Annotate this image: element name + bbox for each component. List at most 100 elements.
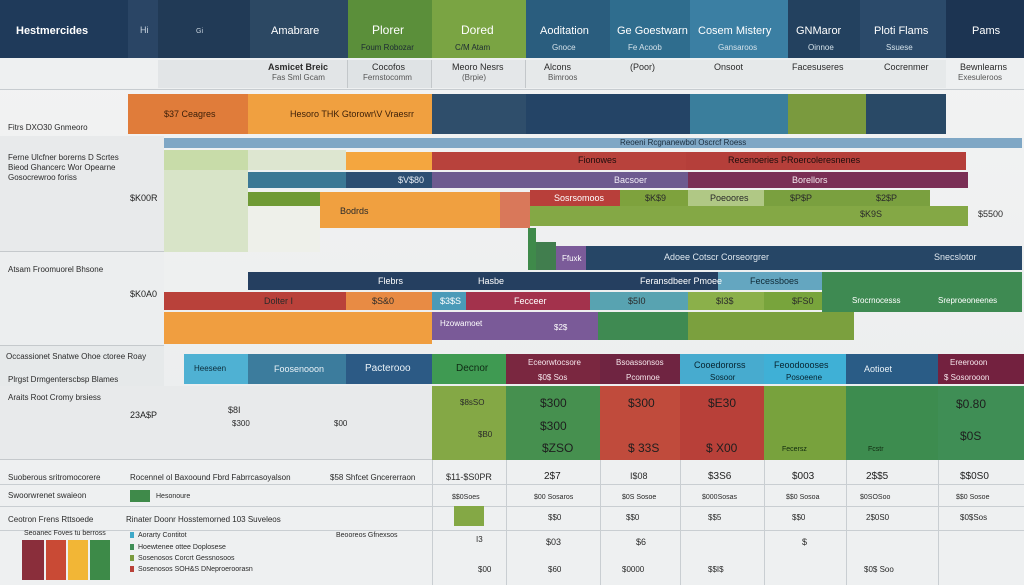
block-olive[interactable] <box>432 386 506 460</box>
band-olive-3[interactable] <box>620 190 688 206</box>
band-red-5[interactable] <box>164 292 346 310</box>
band-orange-1[interactable] <box>128 94 248 134</box>
left-value-3: 23A$P <box>130 410 158 420</box>
band-olive-7[interactable] <box>688 292 764 310</box>
header-title-10: Pams <box>972 25 1001 37</box>
band-green-a <box>248 206 320 252</box>
header-sub-7: Gansaroos <box>718 43 758 52</box>
band-label-1: $37 Ceagres <box>164 109 216 119</box>
cell-w26: $60 <box>548 565 562 574</box>
block-green-2[interactable] <box>846 386 938 460</box>
legend-label-4: Sosenosos SOH&S DNeproeroorasn <box>138 566 253 573</box>
band-olive-6[interactable] <box>530 206 968 226</box>
band-teal[interactable] <box>690 94 788 134</box>
header-cell-5[interactable] <box>432 0 526 58</box>
cell-w12: $3S6 <box>708 471 732 482</box>
cell-w25: $00 <box>478 565 492 574</box>
band-orange-5[interactable] <box>346 292 432 310</box>
cat-cyan-2[interactable] <box>680 354 764 384</box>
cat-label-10: Ereerooon <box>950 358 988 367</box>
header-cell-8[interactable] <box>690 0 788 58</box>
block-green-3[interactable] <box>938 386 1024 460</box>
band-navy-2[interactable] <box>526 94 690 134</box>
band-olive[interactable] <box>788 94 866 134</box>
band-green-b[interactable] <box>528 228 536 270</box>
band-navy-1[interactable] <box>432 94 526 134</box>
band-navy-5[interactable] <box>586 246 1022 270</box>
band-navy-3[interactable] <box>866 94 946 134</box>
cat-cyan[interactable] <box>184 354 248 384</box>
cat-navy[interactable] <box>346 354 432 384</box>
block-red-2[interactable] <box>680 386 764 460</box>
cat-maroon-3[interactable] <box>938 354 1024 384</box>
band-maroon-1[interactable] <box>466 292 590 310</box>
band-red-2[interactable] <box>686 152 966 170</box>
band-purple-2[interactable] <box>688 172 968 188</box>
band-teal-2[interactable] <box>248 172 346 188</box>
cat-maroon-2[interactable] <box>600 354 680 384</box>
band-orange-6[interactable] <box>164 312 432 344</box>
band-red-1[interactable] <box>432 152 686 170</box>
row-divider-3 <box>0 530 1024 531</box>
header-cell-3[interactable] <box>250 0 348 58</box>
header-title-3: Plorer <box>372 23 405 37</box>
header-cell-6[interactable] <box>526 0 610 58</box>
band-navy-6[interactable] <box>248 272 718 290</box>
block-olive-2[interactable] <box>764 386 846 460</box>
cat-cyan-3[interactable] <box>764 354 846 384</box>
cat-navy-2[interactable] <box>846 354 938 384</box>
band-purple-4[interactable] <box>432 312 598 340</box>
header-cell-7[interactable] <box>610 0 690 58</box>
block-val-11: Fcstr <box>868 446 884 453</box>
band-green-c[interactable] <box>536 242 556 270</box>
cat-teal[interactable] <box>248 354 346 384</box>
cell-w22b: $$0 Sosoe <box>956 494 990 501</box>
header-cell-1[interactable] <box>0 0 128 58</box>
cat-label-8b: Posoeene <box>786 373 823 382</box>
band-olive-5[interactable] <box>764 190 930 206</box>
header-cell-11[interactable] <box>946 0 1024 58</box>
band-red-4[interactable] <box>530 190 620 206</box>
band-green-1[interactable] <box>822 272 1022 312</box>
header-cell-4[interactable] <box>348 0 432 58</box>
subheader-label-14: Exesuleroos <box>958 73 1003 82</box>
cat-label-2: Foosenooon <box>274 364 325 374</box>
bar-label-c12: Srocrnocesss <box>852 296 901 305</box>
band-olive-8[interactable] <box>764 292 822 310</box>
left-label-r2b: Bieod Ghancerc Wor Opearne <box>8 163 116 172</box>
legend-swatch-olive <box>454 506 484 526</box>
band-olive-2[interactable] <box>248 192 320 206</box>
band-label-b2: Bacsoer <box>614 175 648 185</box>
header-cell-2[interactable] <box>158 0 250 58</box>
band-pale-left <box>164 170 248 252</box>
header-cell-10[interactable] <box>860 0 946 58</box>
band-orange-3[interactable] <box>346 152 432 170</box>
band-orange-4[interactable] <box>320 192 500 228</box>
band-cyan-2[interactable] <box>432 292 466 310</box>
band-orange-2[interactable] <box>248 94 432 134</box>
cat-label-10b: $ Sosorooon <box>944 373 990 382</box>
band-navy-4[interactable] <box>346 172 432 188</box>
subheader-cell-b <box>348 60 432 88</box>
cat-green[interactable] <box>432 354 506 384</box>
band-teal-3[interactable] <box>590 292 688 310</box>
band-red-3[interactable] <box>500 192 530 228</box>
band-purple-1[interactable] <box>432 172 688 188</box>
cat-maroon-1[interactable] <box>506 354 600 384</box>
cell-w20: $$5 <box>708 513 722 522</box>
header-cell-9[interactable] <box>788 0 860 58</box>
legend-dot-3 <box>130 555 134 561</box>
bar-label-c8: Fecceer <box>514 296 547 306</box>
block-green-1[interactable] <box>506 386 600 460</box>
band-green-2[interactable] <box>598 312 688 340</box>
band-purple-3[interactable] <box>556 246 586 270</box>
cell-w8: $0S Sosoe <box>622 494 657 501</box>
header-sub-5: Gnoce <box>552 43 576 52</box>
band-olive-9[interactable] <box>688 312 854 340</box>
legend-label-1: Aorarty Contitot <box>138 532 187 539</box>
band-olive-4[interactable] <box>688 190 764 206</box>
band-cyan-1[interactable] <box>718 272 822 290</box>
block-red-1[interactable] <box>600 386 680 460</box>
band-label-b3: Borellors <box>792 175 828 185</box>
subheader-label-2: Fas Sml Gcam <box>272 73 325 82</box>
